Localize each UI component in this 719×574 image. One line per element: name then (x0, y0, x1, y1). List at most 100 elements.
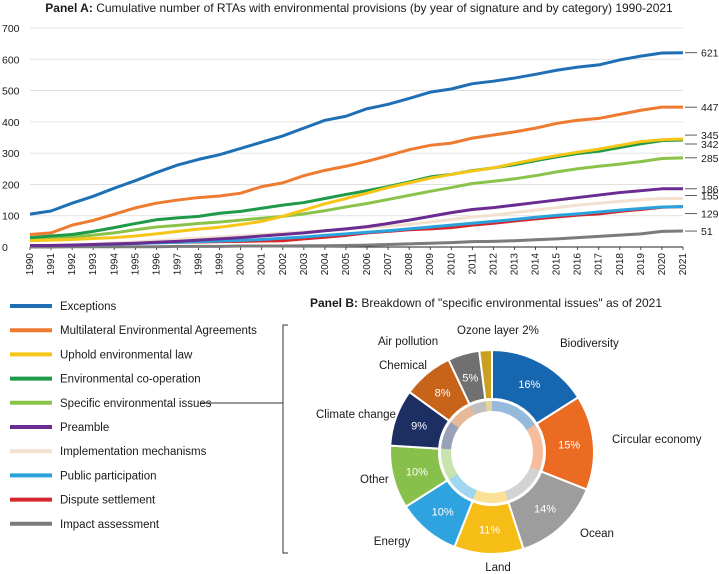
x-tick-label: 1992 (67, 253, 78, 276)
end-label-specific-environmental-issues: 285 (701, 153, 719, 165)
donut-inner-ring-ocean (504, 467, 540, 501)
series-line-preamble (30, 187, 683, 247)
panel-a-x-axis: 1990 1991 1992 1993 1994 1995 1996 1997 1998 1999… (25, 247, 689, 275)
end-label-dispute-settlement: 129 (701, 209, 719, 221)
legend-label-uphold-environmental-law: Uphold environmental law (60, 349, 193, 361)
donut-inner-ring-energy (448, 473, 477, 500)
y-tick-label: 0 (2, 242, 8, 254)
x-tick-label: 2002 (278, 253, 289, 276)
y-tick-label: 100 (2, 211, 20, 223)
end-label-exceptions: 621 (701, 48, 719, 60)
x-tick-label: 1991 (46, 253, 57, 276)
donut-pct-climate-change: 9% (411, 421, 427, 433)
x-tick-label: 2010 (446, 253, 457, 276)
x-tick-label: 1997 (172, 253, 183, 276)
x-tick-label: 2014 (531, 253, 542, 276)
donut-label-air-pollution: Air pollution (378, 336, 438, 348)
panel-b-donut-chart: 16% Biodiversity 15% Circular economy 14% Oce… (316, 325, 702, 574)
series-line-environmental-co-operation (29, 138, 684, 240)
legend-label-impact-assessment: Impact assessment (60, 519, 160, 531)
series-line-multilateral-environmental-agreements (29, 105, 683, 236)
donut-pct-energy: 10% (432, 507, 454, 519)
legend-bracket (200, 324, 288, 554)
y-tick-label: 500 (2, 86, 20, 98)
legend: Exceptions Multilateral Environmental Agr… (10, 301, 257, 531)
x-tick-label: 1998 (194, 253, 205, 276)
donut-inner-ring-biodiversity (492, 401, 536, 431)
x-tick-label: 2020 (657, 253, 668, 276)
x-tick-label: 2017 (594, 253, 605, 276)
x-tick-label: 2006 (362, 253, 373, 276)
panel-a-gridlines (30, 27, 683, 248)
x-tick-label: 2021 (678, 253, 689, 276)
x-tick-label: 2012 (488, 253, 499, 276)
donut-pct-land: 11% (479, 524, 500, 536)
x-tick-label: 2016 (573, 253, 584, 276)
y-tick-label: 700 (2, 23, 20, 35)
y-tick-label: 400 (2, 117, 20, 129)
x-tick-label: 2009 (425, 253, 436, 276)
end-label-uphold-environmental-law: 345 (701, 130, 719, 142)
legend-label-implementation-mechanisms: Implementation mechanisms (60, 446, 207, 458)
donut-inner-ring-climate-change (441, 422, 459, 450)
panel-a-title-text: Cumulative number of RTAs with environme… (96, 1, 673, 15)
x-tick-label: 1990 (25, 253, 36, 276)
x-tick-label: 2004 (320, 253, 331, 276)
x-tick-label: 2011 (467, 253, 478, 275)
x-tick-label: 2001 (257, 253, 268, 276)
end-label-implementation-mechanisms: 155 (701, 191, 719, 203)
donut-label-climate-change: Climate change (316, 409, 396, 421)
x-tick-label: 2015 (552, 253, 563, 276)
x-tick-label: 1994 (109, 253, 120, 276)
y-tick-label: 300 (2, 148, 20, 160)
bracket-line (282, 324, 288, 554)
panel-b-title: Panel B: Breakdown of "specific environm… (310, 296, 662, 310)
x-tick-label: 1999 (215, 253, 226, 276)
x-tick-label: 2008 (404, 253, 415, 276)
end-label-preamble: 186 (701, 184, 719, 196)
legend-label-specific-environmental-issues: Specific environmental issues (60, 398, 212, 410)
panel-b-title-text: Breakdown of "specific environmental iss… (361, 296, 662, 310)
x-tick-label: 2007 (383, 253, 394, 276)
panel-b-title-prefix: Panel B: (310, 296, 358, 310)
y-tick-label: 200 (2, 179, 20, 191)
x-tick-label: 2019 (636, 253, 647, 276)
legend-label-preamble: Preamble (60, 422, 109, 434)
donut-label-chemical: Chemical (379, 360, 427, 372)
end-label-impact-assessment: 51 (701, 226, 713, 238)
donut-pct-chemical: 8% (435, 387, 451, 399)
x-tick-label: 1995 (130, 253, 141, 276)
panel-a-y-axis: 0 100 200 300 400 500 600 700 (2, 23, 20, 254)
donut-inner-ring-other (441, 448, 458, 480)
legend-label-exceptions: Exceptions (60, 301, 117, 313)
x-tick-label: 2018 (615, 253, 626, 276)
x-tick-label: 2000 (236, 253, 247, 276)
y-tick-label: 600 (2, 54, 20, 66)
series-line-exceptions (29, 51, 684, 216)
end-label-environmental-co-operation: 342 (701, 139, 719, 151)
donut-inner-ring-circular-economy (526, 424, 543, 471)
panel-a-title-prefix: Panel A: (45, 1, 93, 15)
donut-pct-other: 10% (406, 466, 428, 478)
donut-inner-ring-chemical (450, 405, 475, 428)
x-tick-label: 2003 (299, 253, 310, 276)
donut-inner-ring-air-pollution (470, 401, 487, 415)
donut-pct-biodiversity: 16% (518, 379, 540, 391)
donut-label-energy: Energy (374, 536, 411, 548)
series-line-specific-environmental-issues (29, 156, 684, 242)
donut-label-ozone-layer-2-: Ozone layer 2% (457, 325, 539, 337)
series-line-uphold-environmental-law (29, 137, 684, 243)
donut-pct-air-pollution: 5% (462, 373, 478, 385)
legend-label-dispute-settlement: Dispute settlement (60, 495, 156, 507)
donut-inner-ring-land (473, 490, 508, 503)
panel-a-series-lines (29, 51, 684, 249)
donut-label-ocean: Ocean (580, 528, 614, 540)
end-label-multilateral-environmental-agreements: 447 (701, 102, 719, 114)
donut-label-circular-economy: Circular economy (612, 434, 702, 446)
donut-pct-circular-economy: 15% (558, 440, 580, 452)
x-tick-label: 2005 (341, 253, 352, 276)
legend-label-public-participation: Public participation (60, 470, 157, 482)
